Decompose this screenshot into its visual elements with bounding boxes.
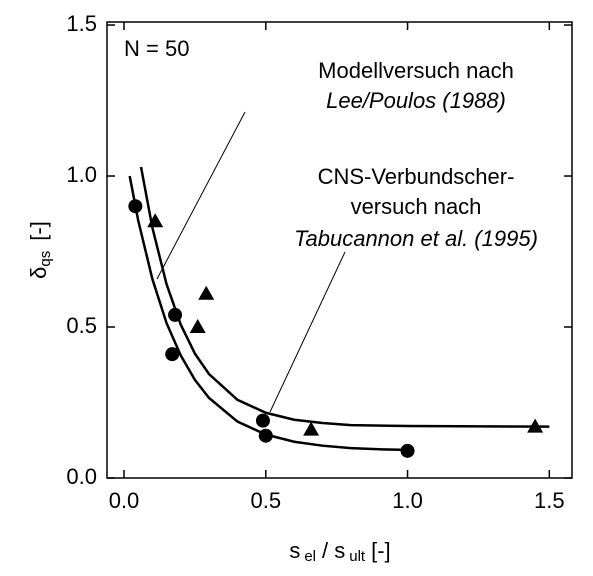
curve	[139, 166, 550, 428]
y-tick-label: 0.0	[66, 464, 97, 489]
y-axis-label: δqs [-]	[26, 221, 54, 279]
annotation: CNS-Verbundscher-	[318, 164, 515, 189]
y-tick-label: 0.5	[66, 313, 97, 338]
annotation: Modellversuch nach	[318, 58, 514, 83]
plot-frame	[106, 21, 573, 479]
y-tick-label: 1.5	[66, 11, 97, 36]
annotation: Tabucannon et al. (1995)	[294, 226, 538, 251]
leader-line	[269, 251, 346, 413]
annotation: versuch nach	[351, 194, 482, 219]
annotation: Lee/Poulos (1988)	[326, 88, 506, 113]
x-label-unit: [-]	[371, 538, 391, 563]
x-label-sub: el	[304, 548, 316, 565]
x-label-s: s	[289, 538, 300, 563]
circle-point	[165, 347, 180, 362]
y-label-unit: [-]	[26, 221, 51, 241]
x-label-mid: / s	[322, 538, 345, 563]
circle-point	[255, 413, 270, 428]
triangle-point	[189, 319, 206, 334]
y-label-symbol: δ	[26, 267, 51, 279]
x-tick-label: 0.5	[250, 488, 281, 513]
x-tick-label: 1.0	[392, 488, 423, 513]
triangle-point	[198, 285, 215, 300]
y-label-sub: qs	[37, 251, 54, 267]
x-axis-label: s el / s ult [-]	[289, 538, 390, 565]
triangle-point	[303, 421, 320, 436]
x-tick-label: 0.0	[109, 488, 140, 513]
y-tick-label: 1.0	[66, 162, 97, 187]
circle-point	[400, 443, 415, 458]
curve	[128, 175, 408, 452]
x-tick-label: 1.5	[534, 488, 565, 513]
leader-line	[156, 111, 246, 280]
annotation: N = 50	[124, 36, 189, 61]
x-label-sub: ult	[349, 548, 366, 565]
